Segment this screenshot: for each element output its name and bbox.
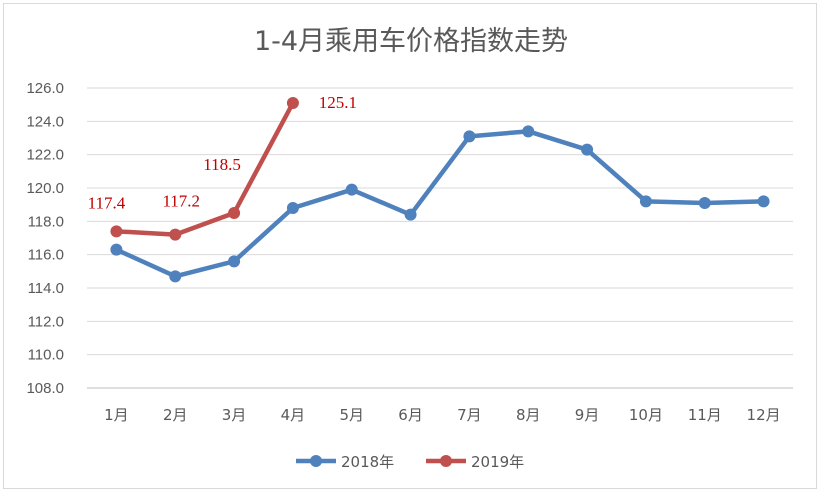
y-tick-label: 108.0 — [26, 380, 64, 397]
legend-label-2: 2019年 — [471, 453, 524, 471]
data-point — [757, 195, 770, 208]
data-point — [463, 130, 476, 143]
y-tick-label: 114.0 — [28, 280, 64, 297]
x-tick-label: 3月 — [222, 406, 247, 424]
y-tick-label: 116.0 — [28, 247, 64, 264]
series-line-1 — [114, 129, 766, 279]
x-tick-label: 9月 — [575, 406, 600, 424]
data-point — [522, 125, 535, 138]
x-tick-label: 4月 — [281, 406, 306, 424]
x-tick-label: 8月 — [516, 406, 541, 424]
data-point — [345, 183, 358, 196]
legend: 2018年 2019年 — [296, 453, 524, 471]
data-label: 118.5 — [203, 155, 241, 174]
chart-frame — [3, 3, 817, 489]
legend-marker-2 — [440, 455, 452, 467]
x-tick-label: 5月 — [339, 406, 364, 424]
data-label: 125.1 — [319, 93, 357, 112]
series-group — [110, 97, 770, 283]
data-point — [228, 255, 241, 268]
x-tick-label: 10月 — [629, 406, 663, 424]
x-axis-ticks: 1月 2月 3月 4月 5月 6月 7月 8月 9月 10月 11月 12月 — [104, 406, 780, 424]
data-point — [581, 143, 594, 156]
data-point — [698, 197, 711, 209]
data-point — [110, 243, 123, 256]
x-tick-label: 11月 — [688, 406, 722, 424]
y-tick-label: 124.0 — [26, 113, 64, 130]
y-tick-label: 120.0 — [26, 180, 64, 197]
data-point — [404, 208, 417, 221]
data-point — [169, 228, 182, 241]
x-tick-label: 1月 — [104, 406, 129, 424]
data-point — [169, 270, 182, 283]
x-tick-label: 2月 — [163, 406, 188, 424]
legend-marker-1 — [310, 455, 322, 467]
y-tick-label: 110.0 — [28, 347, 64, 364]
grid-lines — [87, 87, 793, 389]
y-axis-ticks: 108.0 110.0 112.0 114.0 116.0 118.0 120.0 122.0… — [26, 80, 64, 397]
x-tick-label: 6月 — [398, 406, 423, 424]
series-line-2 — [114, 100, 296, 237]
data-point — [228, 207, 241, 219]
data-point — [286, 202, 299, 214]
chart-title: 1-4月乘用车价格指数走势 — [254, 26, 568, 57]
x-tick-label: 7月 — [457, 406, 482, 424]
data-label: 117.4 — [88, 193, 126, 212]
y-tick-label: 118.0 — [28, 213, 64, 230]
legend-label-1: 2018年 — [341, 453, 394, 471]
y-tick-label: 126.0 — [26, 80, 64, 97]
data-point — [286, 97, 299, 109]
x-tick-label: 12月 — [747, 406, 781, 424]
data-point — [110, 225, 123, 238]
data-label: 117.2 — [162, 192, 200, 211]
y-tick-label: 122.0 — [26, 147, 64, 164]
y-tick-label: 112.0 — [28, 313, 64, 330]
data-point — [639, 195, 652, 208]
